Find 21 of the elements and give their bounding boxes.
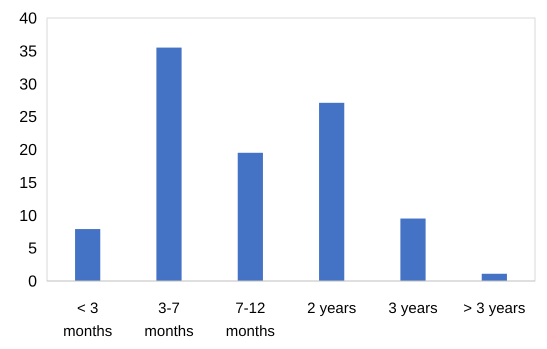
x-tick-label: 3 years <box>388 300 438 317</box>
x-tick-label: 2 years <box>307 300 356 317</box>
y-tick-label: 0 <box>28 274 38 291</box>
y-tick-label: 5 <box>28 240 38 258</box>
y-tick-label: 40 <box>19 10 38 28</box>
bar <box>482 274 507 281</box>
bar <box>238 152 263 281</box>
y-tick-label: 35 <box>19 43 38 60</box>
bar <box>400 218 426 281</box>
y-tick-label: 10 <box>19 208 38 225</box>
y-tick-label: 25 <box>19 109 38 126</box>
bar <box>75 229 100 281</box>
x-tick-label: > 3 years <box>463 300 526 317</box>
x-tick-label: 7-12 months <box>226 300 275 340</box>
bar <box>156 48 182 281</box>
x-tick-label: < 3 months <box>63 300 112 340</box>
y-tick-label: 20 <box>19 142 38 160</box>
y-tick-label: 30 <box>19 76 38 94</box>
y-tick-label: 15 <box>19 174 38 192</box>
x-tick-label: 3-7 months <box>144 300 194 340</box>
bar <box>319 102 344 281</box>
